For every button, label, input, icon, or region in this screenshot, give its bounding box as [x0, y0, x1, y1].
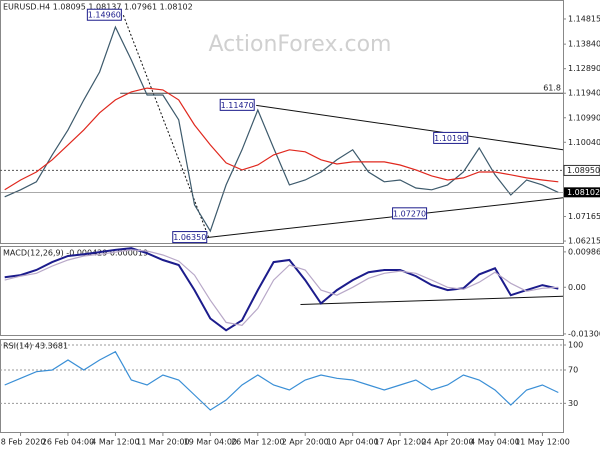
x-tick-label: 11 May 12:00 [515, 438, 570, 447]
y-tick-label: 1.12890 [568, 64, 600, 73]
level-tag-label: 1.08950 [567, 166, 600, 175]
series-line [4, 247, 559, 332]
y-tick-label: 1.14815 [568, 14, 600, 23]
x-tick-label: 17 Apr 12:00 [374, 438, 426, 447]
y-tick-label: 0.00 [568, 283, 586, 292]
y-tick-label: 1.06215 [568, 237, 600, 246]
y-tick-label: 30 [568, 399, 578, 408]
panel-frame [0, 246, 564, 336]
x-tick-label: 26 Mar 12:00 [231, 438, 284, 447]
y-tick-label: 100 [568, 341, 583, 350]
y-tick-label: 1.11940 [568, 89, 600, 98]
level-tag [563, 164, 600, 176]
x-tick-label: 24 Apr 20:00 [421, 438, 473, 447]
panel-frame [0, 0, 564, 244]
fib-label: 61.8 [543, 84, 561, 93]
price-label: 1.14960 [88, 11, 121, 20]
price-label-box [86, 8, 122, 21]
price-label: 1.10190 [434, 134, 467, 143]
current-price-tag [564, 187, 600, 198]
trendline [300, 295, 564, 305]
series-line [4, 87, 559, 191]
y-tick-label: 1.10990 [568, 113, 600, 122]
series-line [4, 350, 559, 411]
x-tick-label: 26 Feb 04:00 [42, 438, 94, 447]
current-price-label: 1.08102 [567, 188, 600, 197]
chart-header: EURUSD.H4 1.08095 1.08137 1.07961 1.0810… [3, 3, 193, 12]
panel-title: MACD(12,26,9) -0.000429 0.000019 [3, 249, 148, 258]
price-label: 1.11470 [221, 101, 254, 110]
x-tick-label: 2 Apr 20:00 [282, 438, 329, 447]
price-label-box [392, 207, 428, 220]
trendline [206, 197, 564, 239]
y-tick-label: -0.013002 [568, 329, 600, 338]
watermark: ActionForex.com [209, 32, 392, 57]
series-line [4, 249, 559, 326]
y-tick-label: 70 [568, 366, 578, 375]
x-tick-label: 19 Mar 04:00 [184, 438, 237, 447]
price-label-box [219, 98, 255, 111]
panel-frame [0, 339, 564, 433]
trendline [256, 104, 564, 151]
x-tick-label: 18 Feb 2020 [0, 438, 45, 447]
price-label: 1.06350 [173, 233, 206, 242]
x-tick-label: 10 Apr 04:00 [327, 438, 379, 447]
price-label-box [433, 131, 469, 144]
y-tick-label: 1.07165 [568, 212, 600, 221]
y-tick-label: 0.009862 [568, 247, 600, 256]
series-line [4, 25, 559, 233]
x-tick-label: 4 Mar 12:00 [91, 438, 139, 447]
panel-title: RSI(14) 43.3681 [3, 342, 68, 351]
y-tick-label: 1.13840 [568, 40, 600, 49]
price-label: 1.07270 [393, 209, 426, 218]
y-tick-label: 1.10040 [568, 138, 600, 147]
price-label-box [172, 231, 208, 244]
x-tick-label: 4 May 04:00 [470, 438, 520, 447]
x-tick-label: 11 Mar 20:00 [136, 438, 189, 447]
